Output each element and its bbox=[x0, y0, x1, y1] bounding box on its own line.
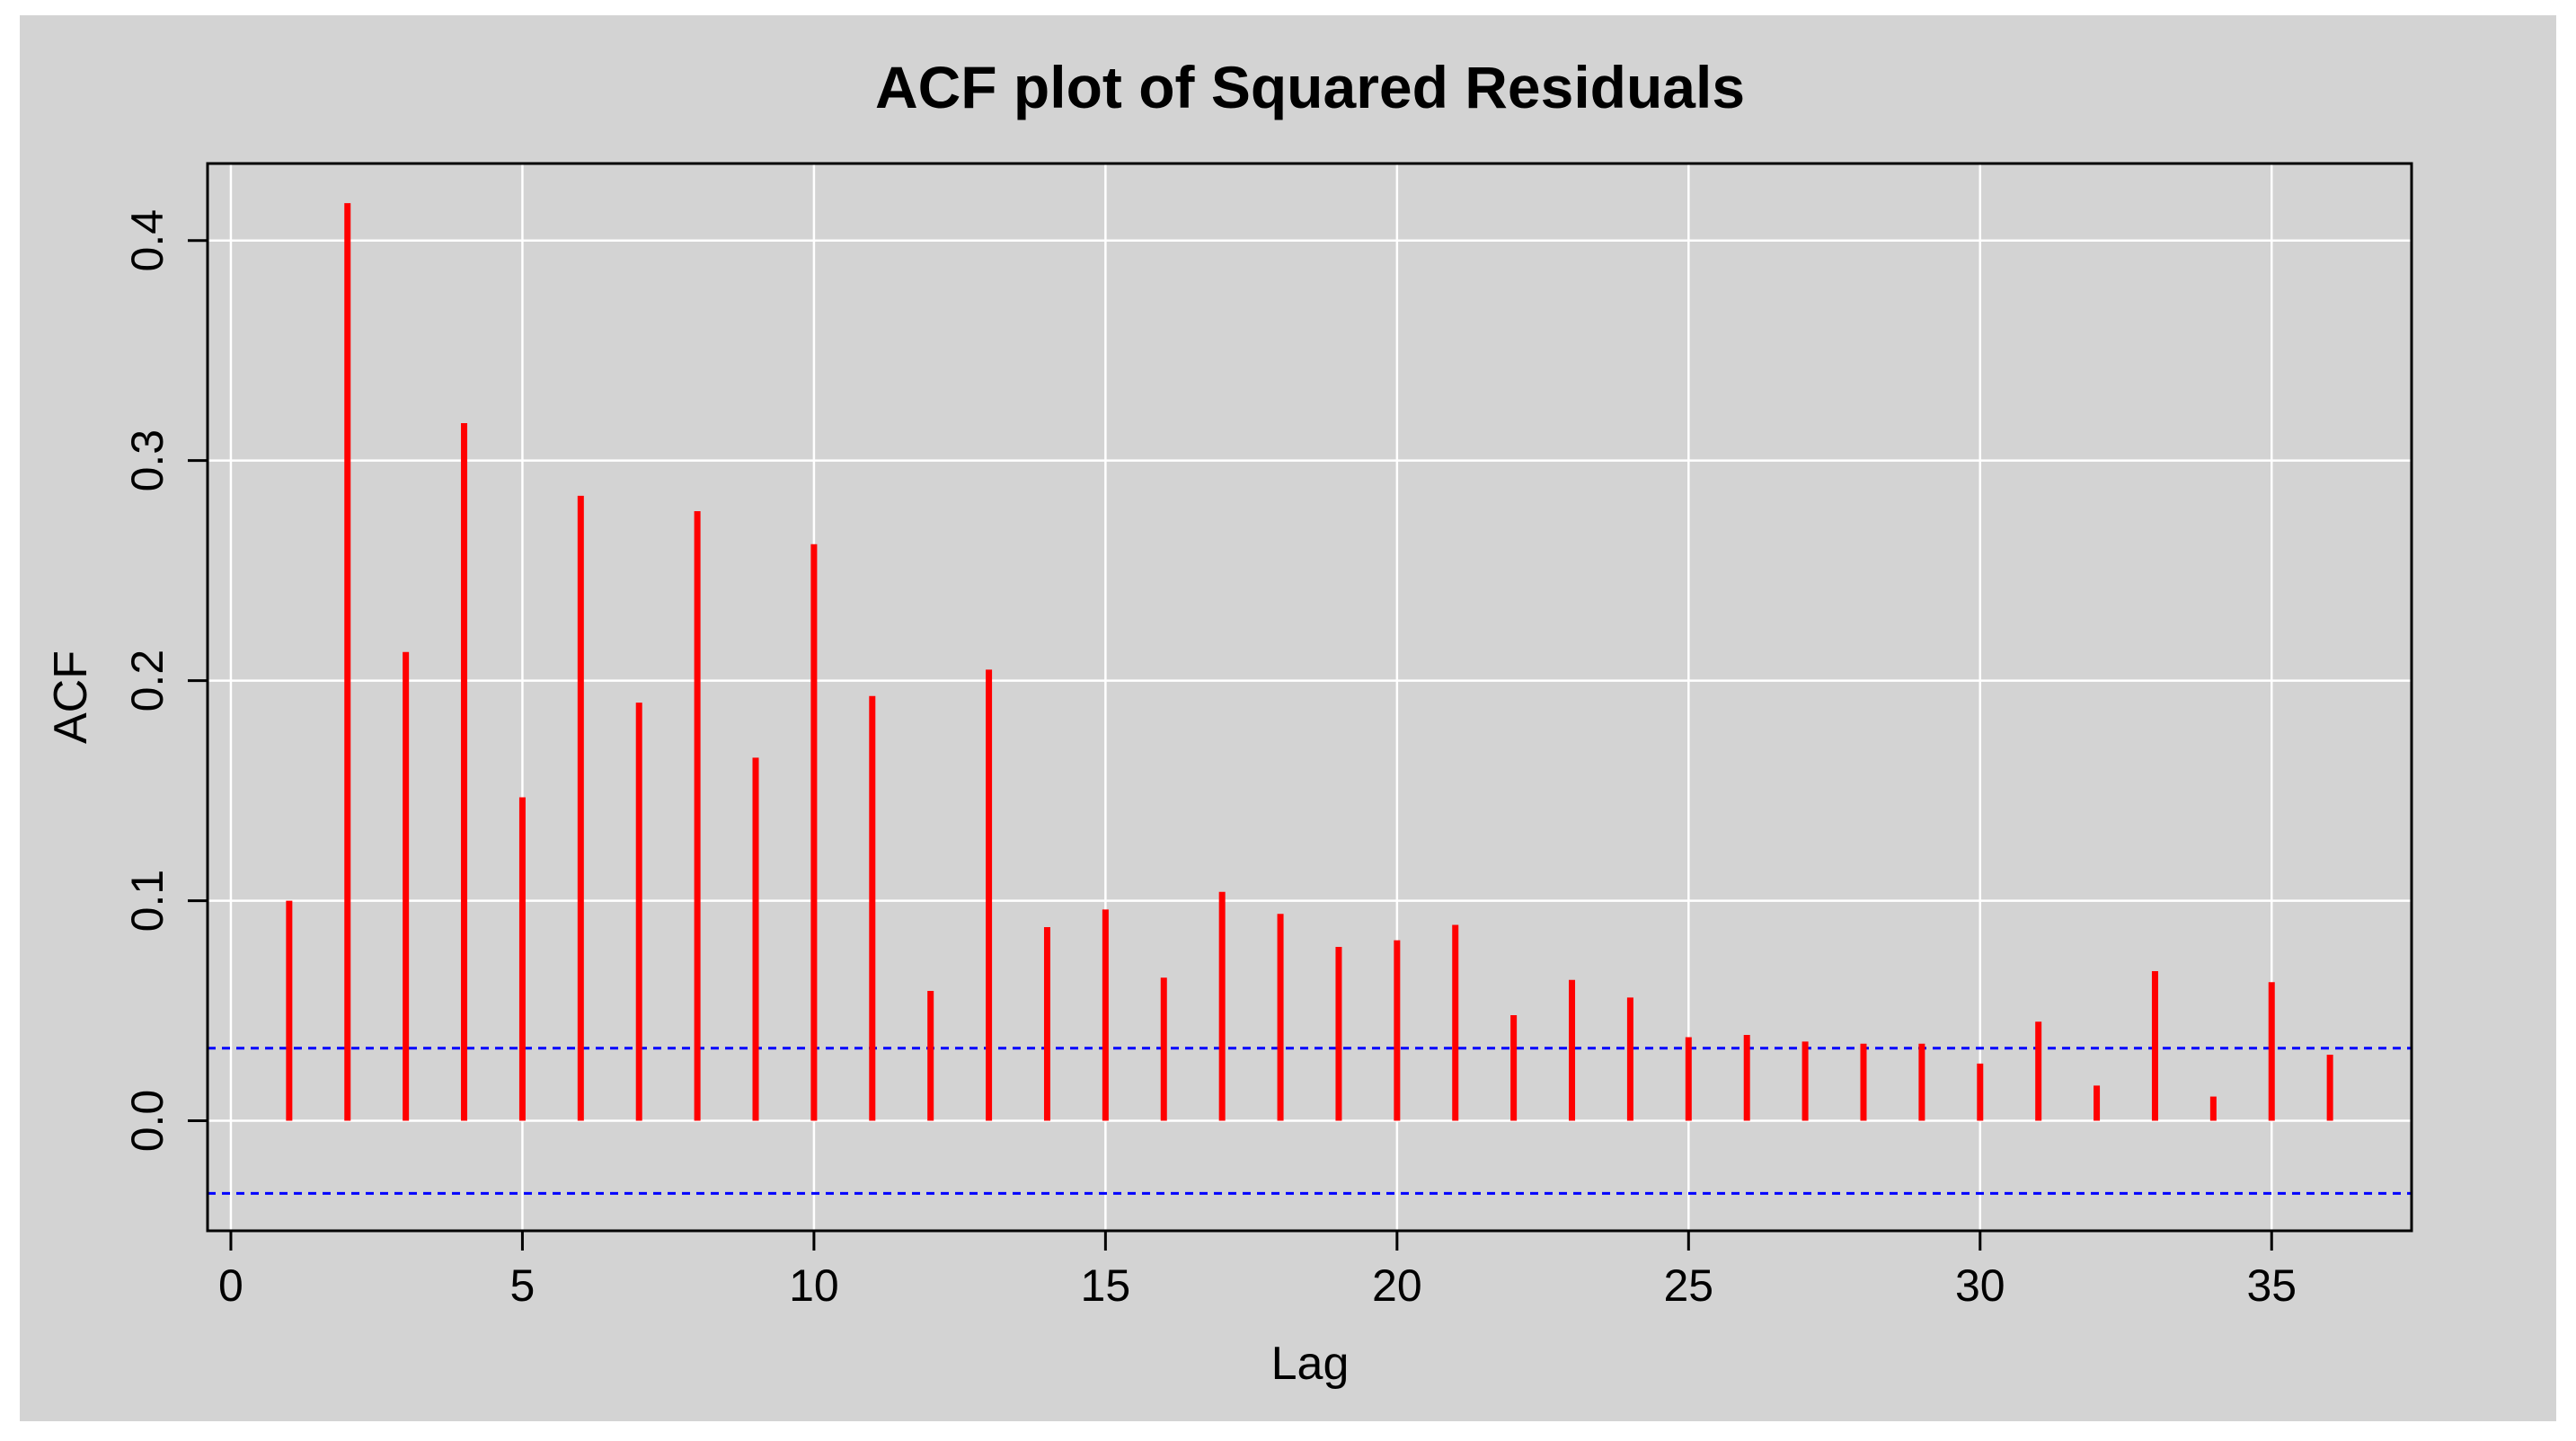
x-axis: 0 5 10 15 20 25 30 35 bbox=[218, 1229, 2297, 1311]
y-axis-title: ACF bbox=[45, 650, 97, 744]
chart-title: ACF plot of Squared Residuals bbox=[875, 54, 1745, 120]
x-tick-label: 30 bbox=[1955, 1260, 2005, 1311]
confidence-bounds bbox=[208, 1047, 2412, 1195]
x-tick-label: 10 bbox=[789, 1260, 839, 1311]
acf-bars bbox=[286, 203, 2333, 1121]
x-tick-label: 0 bbox=[218, 1260, 243, 1311]
x-tick-label: 5 bbox=[510, 1260, 536, 1311]
y-axis: 0.0 0.1 0.2 0.3 0.4 bbox=[122, 209, 209, 1153]
y-tick-label: 0.0 bbox=[122, 1090, 173, 1153]
y-tick-label: 0.2 bbox=[122, 650, 173, 712]
chart-background bbox=[20, 15, 2556, 1421]
x-tick-label: 20 bbox=[1372, 1260, 1422, 1311]
y-tick-label: 0.3 bbox=[122, 429, 173, 492]
x-tick-label: 35 bbox=[2246, 1260, 2297, 1311]
y-tick-label: 0.4 bbox=[122, 209, 173, 272]
x-axis-title: Lag bbox=[1271, 1338, 1350, 1390]
x-tick-label: 25 bbox=[1663, 1260, 1713, 1311]
grid bbox=[208, 164, 2412, 1231]
x-tick-label: 15 bbox=[1081, 1260, 1131, 1311]
y-tick-label: 0.1 bbox=[122, 870, 173, 933]
